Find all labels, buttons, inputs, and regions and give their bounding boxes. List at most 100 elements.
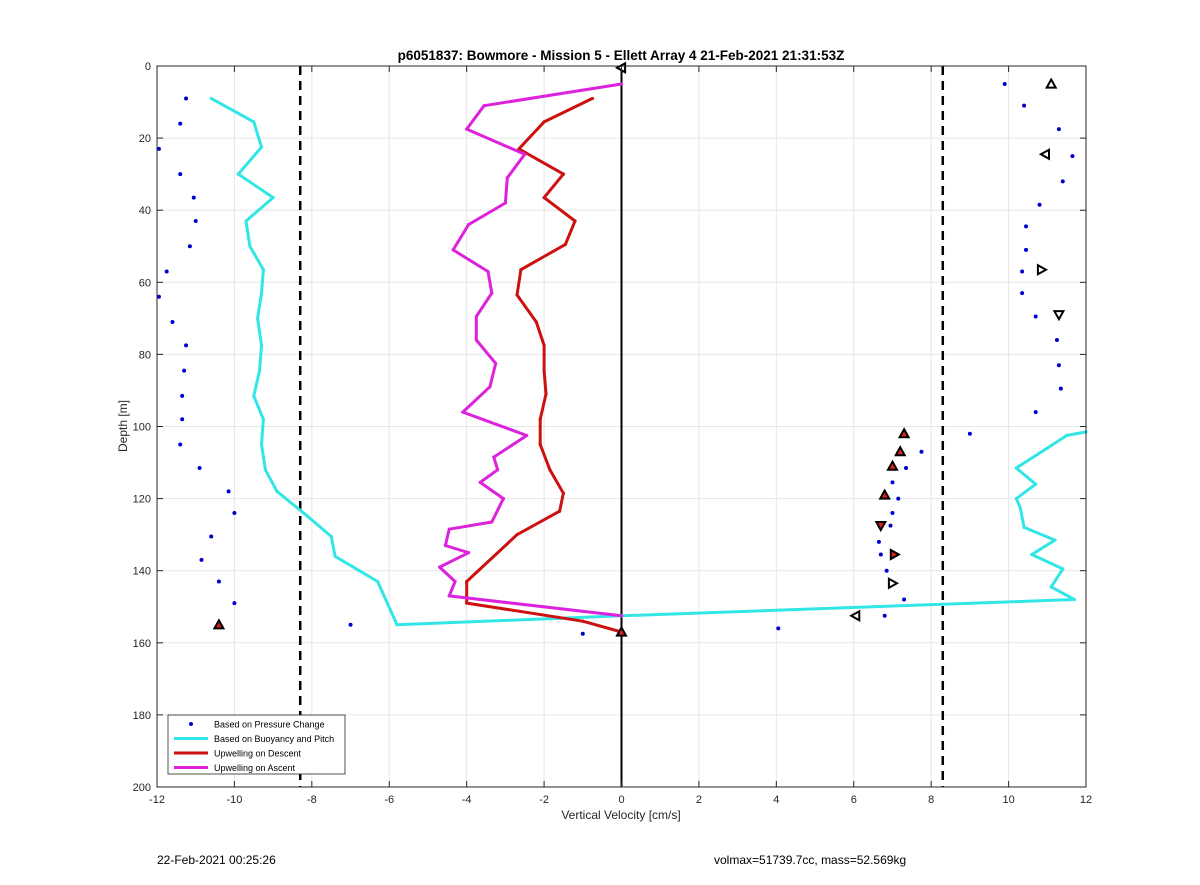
data-point	[1033, 410, 1038, 415]
series-vertex	[581, 619, 585, 623]
triangle-marker-down	[1052, 310, 1066, 322]
series-vertex	[488, 385, 492, 389]
triangle-marker-up	[1045, 77, 1058, 89]
series-vertex	[461, 410, 465, 414]
series-vertex	[447, 594, 451, 598]
y-axis-label: Depth [m]	[116, 400, 130, 452]
series-vertex	[465, 579, 469, 584]
triangle-marker-up	[897, 427, 911, 439]
data-point	[232, 601, 237, 606]
y-tick-label: 120	[133, 494, 151, 506]
series-vertex	[515, 533, 519, 537]
marker-layer	[212, 61, 1066, 637]
series-vertex	[517, 147, 521, 151]
series-vertex	[252, 120, 256, 124]
series-vertex	[503, 201, 507, 205]
y-tick-label: 180	[133, 710, 151, 722]
triangle-marker-left	[1038, 148, 1050, 161]
series-vertex	[259, 145, 264, 149]
legend: Based on Pressure Change Based on Buoyanc…	[167, 714, 346, 775]
data-point	[888, 523, 893, 528]
series-vertex	[544, 392, 548, 396]
series-vertex	[542, 120, 546, 124]
series-vertex	[525, 433, 529, 438]
x-tick-label: -4	[462, 794, 472, 806]
triangle-marker-up	[878, 488, 891, 500]
y-tick-label: 60	[139, 277, 151, 289]
series-line	[210, 97, 1087, 627]
data-point	[197, 465, 202, 470]
series-vertex	[563, 242, 567, 247]
series-vertex	[474, 314, 478, 319]
data-point	[1060, 179, 1065, 184]
chart-title: p6051837: Bowmore - Mission 5 - Ellett A…	[398, 48, 845, 63]
data-point	[882, 613, 887, 618]
x-tick-label: -12	[149, 794, 165, 806]
data-point	[1024, 247, 1029, 252]
series-vertex	[376, 579, 380, 584]
series-vertex	[1072, 597, 1076, 602]
y-tick-label: 40	[139, 205, 151, 217]
triangle-marker-up	[894, 445, 907, 457]
triangle-marker-right	[889, 548, 901, 561]
series-vertex	[523, 152, 527, 156]
data-point	[182, 368, 187, 373]
series-vertex	[261, 268, 266, 272]
series-vertex	[259, 343, 264, 347]
data-point	[1056, 363, 1061, 368]
series-vertex	[453, 579, 457, 584]
data-point	[178, 121, 183, 126]
x-axis-label: Vertical Velocity [cm/s]	[561, 808, 680, 822]
series-vertex	[257, 369, 262, 373]
data-point	[967, 431, 972, 436]
data-point	[1033, 314, 1038, 319]
series-vertex	[437, 565, 442, 569]
data-point	[890, 480, 895, 485]
data-point	[1022, 103, 1027, 108]
data-point	[902, 597, 907, 602]
series-vertex	[1045, 446, 1049, 450]
series-vertex	[542, 195, 546, 200]
series-vertex	[256, 316, 260, 320]
series-vertex	[451, 248, 455, 252]
x-tick-label: 0	[618, 794, 624, 806]
series-vertex	[494, 361, 498, 366]
series-vertex	[209, 96, 213, 101]
series-vertex	[275, 489, 279, 493]
series-vertex	[1022, 525, 1026, 530]
data-point	[876, 539, 881, 544]
data-point	[1020, 291, 1025, 296]
series-vertex	[496, 468, 500, 472]
axis-ticks: -12 -10 -8 -6 -4 -2 0 2 4 6 8 10 1202040608010012014…	[133, 61, 1092, 806]
y-tick-label: 80	[139, 349, 151, 361]
data-point	[776, 626, 781, 631]
series-vertex	[1065, 433, 1069, 438]
reference-lines	[298, 66, 945, 787]
legend-label: Based on Buoyancy and Pitch	[214, 734, 334, 744]
series-3	[437, 82, 624, 618]
series-vertex	[590, 96, 595, 101]
triangle-marker-right	[887, 577, 900, 590]
series-vertex	[259, 291, 264, 295]
data-point	[226, 489, 231, 494]
series-vertex	[1049, 585, 1053, 589]
y-tick-label: 200	[133, 782, 151, 794]
y-tick-label: 20	[139, 133, 151, 145]
series-vertex	[619, 614, 624, 618]
x-tick-label: 4	[773, 794, 779, 806]
data-point	[1037, 202, 1042, 207]
legend-swatch	[189, 722, 193, 726]
series-vertex	[1034, 482, 1038, 486]
series-vertex	[561, 491, 566, 495]
data-point	[896, 496, 901, 501]
series-vertex	[465, 601, 469, 605]
series-vertex	[561, 172, 566, 176]
series-vertex	[306, 515, 310, 519]
series-vertex	[236, 172, 240, 176]
data-point	[1058, 386, 1063, 391]
series-vertex	[1018, 506, 1022, 510]
data-point	[170, 319, 175, 324]
series-vertex	[465, 127, 469, 131]
data-point	[209, 534, 214, 539]
data-point	[191, 195, 196, 200]
